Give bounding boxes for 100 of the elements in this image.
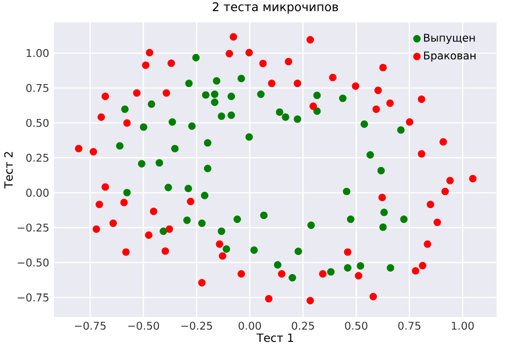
point (446, 176, 454, 184)
point (102, 183, 110, 191)
point (238, 270, 246, 278)
point (406, 118, 414, 126)
point (356, 262, 364, 270)
point (144, 231, 152, 239)
point (424, 240, 432, 248)
point (342, 188, 350, 196)
point (278, 270, 286, 278)
legend-label: Бракован (424, 52, 476, 62)
point (274, 261, 282, 269)
point (230, 33, 238, 41)
chart-title: 2 теста микрочипов (212, 2, 338, 14)
point (379, 223, 387, 231)
point (294, 248, 302, 256)
point (238, 74, 246, 82)
point (234, 215, 241, 223)
point (204, 139, 212, 147)
point (123, 188, 131, 196)
y-tick-label: 0.50 (26, 118, 49, 127)
point (441, 188, 449, 196)
point (294, 80, 302, 88)
point (379, 64, 387, 72)
point (245, 48, 253, 56)
point (98, 113, 105, 121)
point (354, 272, 362, 280)
legend-label: Выпущен (424, 34, 475, 44)
point (434, 218, 442, 226)
point (162, 247, 170, 255)
point (216, 240, 224, 248)
y-tick-label: 0.00 (26, 188, 49, 197)
x-tick-label: 0.50 (345, 322, 368, 330)
point (228, 111, 236, 119)
point (226, 50, 234, 58)
x-tick-label: −0.25 (181, 322, 212, 330)
point (185, 80, 193, 88)
point (306, 296, 314, 304)
point (418, 96, 426, 104)
point (228, 92, 236, 100)
point (327, 268, 335, 276)
point (257, 90, 265, 98)
point (374, 86, 382, 94)
point (121, 105, 129, 113)
y-tick-label: 1.00 (26, 49, 49, 58)
x-tick-label: 0.25 (292, 322, 314, 330)
point (469, 174, 477, 182)
point (386, 99, 394, 107)
point (250, 246, 258, 254)
point (74, 144, 82, 152)
point (162, 89, 170, 97)
point (369, 292, 377, 300)
point (222, 245, 230, 253)
y-tick-label: 0.75 (26, 84, 48, 92)
point (329, 74, 337, 82)
point (164, 184, 172, 192)
point (313, 107, 321, 115)
point (210, 98, 218, 106)
point (440, 138, 447, 146)
point (200, 192, 208, 200)
point (260, 212, 268, 220)
point (166, 225, 174, 233)
y-tick-label: −0.50 (18, 258, 49, 267)
point (377, 166, 385, 174)
point (259, 60, 267, 68)
point (90, 148, 98, 156)
point (188, 122, 196, 130)
x-tick-label: −0.50 (128, 322, 160, 330)
point (288, 274, 296, 282)
point (265, 294, 272, 302)
point (412, 267, 420, 275)
x-tick-label: 0.75 (398, 322, 420, 330)
point (183, 216, 191, 224)
point (198, 279, 206, 287)
point (344, 264, 352, 272)
point (123, 119, 131, 127)
point (148, 100, 156, 108)
point (386, 264, 394, 272)
x-tick-label: 1.00 (452, 322, 474, 330)
point (202, 91, 210, 99)
x-tick-label: −0.75 (74, 322, 106, 330)
point (109, 220, 117, 228)
point (418, 150, 426, 158)
y-tick-label: 0.25 (26, 154, 48, 162)
point (276, 108, 284, 116)
point (372, 105, 380, 113)
point (192, 54, 200, 62)
point (140, 123, 148, 131)
point (146, 48, 154, 56)
y-axis-title: Тест 2 (4, 152, 13, 188)
point (102, 92, 110, 100)
point (284, 58, 292, 66)
point (339, 94, 347, 102)
point (122, 248, 130, 256)
point (171, 144, 179, 152)
point (309, 102, 317, 110)
point (168, 118, 176, 126)
point (142, 61, 150, 69)
point (218, 228, 226, 235)
point (400, 215, 408, 223)
point (360, 120, 368, 128)
